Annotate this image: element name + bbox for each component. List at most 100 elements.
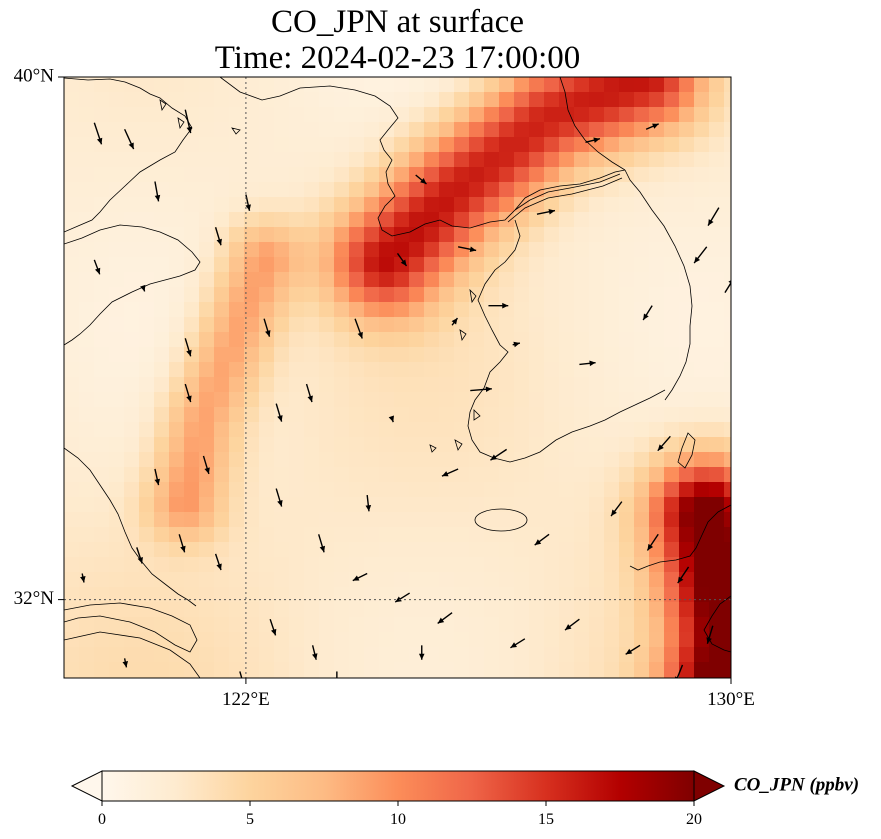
- field-cell: [124, 107, 140, 123]
- field-cell: [454, 182, 470, 198]
- field-cell: [709, 467, 725, 483]
- field-cell: [169, 467, 185, 483]
- field-cell: [64, 107, 80, 123]
- field-cell: [229, 407, 245, 423]
- field-cell: [199, 77, 215, 93]
- field-cell: [544, 587, 560, 603]
- wind-arrow: [677, 566, 690, 584]
- field-cell: [304, 557, 320, 573]
- field-cell: [664, 452, 680, 468]
- field-cell: [244, 632, 260, 648]
- field-cell: [349, 287, 365, 303]
- field-cell: [424, 422, 440, 438]
- field-cell: [484, 257, 500, 273]
- field-cell: [634, 167, 650, 183]
- field-cell: [184, 527, 200, 543]
- field-cell: [109, 647, 125, 663]
- field-cell: [634, 152, 650, 168]
- field-cell: [724, 152, 731, 168]
- field-cell: [484, 332, 500, 348]
- field-cell: [724, 602, 731, 618]
- field-cell: [289, 617, 305, 633]
- field-cell: [724, 317, 731, 333]
- field-cell: [499, 467, 515, 483]
- field-cell: [334, 77, 350, 93]
- field-cell: [229, 437, 245, 453]
- field-cell: [349, 107, 365, 123]
- field-cell: [244, 542, 260, 558]
- field-cell: [304, 122, 320, 138]
- field-cell: [319, 407, 335, 423]
- field-cell: [379, 557, 395, 573]
- wind-arrow: [693, 246, 708, 264]
- field-cell: [619, 647, 635, 663]
- field-cell: [139, 167, 155, 183]
- liaodong-coastline: [219, 77, 626, 237]
- wind-arrow: [394, 592, 410, 603]
- field-cell: [274, 347, 290, 363]
- field-cell: [694, 467, 710, 483]
- field-cell: [199, 527, 215, 543]
- field-cell: [289, 482, 305, 498]
- field-cell: [439, 407, 455, 423]
- field-cell: [619, 92, 635, 108]
- field-cell: [619, 452, 635, 468]
- field-cell: [79, 662, 95, 678]
- field-cell: [499, 242, 515, 258]
- field-cell: [409, 377, 425, 393]
- field-cell: [634, 242, 650, 258]
- wind-arrow: [154, 181, 161, 202]
- field-cell: [259, 632, 275, 648]
- field-cell: [364, 407, 380, 423]
- field-cell: [289, 437, 305, 453]
- field-cell: [664, 317, 680, 333]
- field-cell: [349, 662, 365, 678]
- field-cell: [199, 302, 215, 318]
- field-cell: [79, 272, 95, 288]
- tsushima-island: [677, 432, 696, 469]
- field-cell: [349, 257, 365, 273]
- field-cell: [544, 182, 560, 198]
- field-cell: [259, 122, 275, 138]
- field-cell: [649, 197, 665, 213]
- field-cell: [469, 242, 485, 258]
- field-cell: [94, 317, 110, 333]
- field-cell: [499, 647, 515, 663]
- field-cell: [454, 152, 470, 168]
- field-cell: [214, 332, 230, 348]
- field-cell: [259, 332, 275, 348]
- field-cell: [604, 542, 620, 558]
- field-cell: [319, 602, 335, 618]
- field-cell: [604, 572, 620, 588]
- field-cell: [679, 557, 695, 573]
- field-cell: [109, 137, 125, 153]
- field-cell: [109, 107, 125, 123]
- field-cell: [274, 272, 290, 288]
- field-cell: [724, 497, 731, 513]
- field-cell: [529, 527, 545, 543]
- field-cell: [664, 437, 680, 453]
- field-cell: [139, 92, 155, 108]
- field-cell: [619, 137, 635, 153]
- field-cell: [709, 482, 725, 498]
- field-cell: [394, 212, 410, 228]
- field-cell: [499, 602, 515, 618]
- field-cell: [319, 92, 335, 108]
- field-cell: [514, 137, 530, 153]
- field-cell: [154, 677, 170, 678]
- field-cell: [454, 377, 470, 393]
- field-cell: [244, 182, 260, 198]
- field-cell: [214, 77, 230, 93]
- field-cell: [244, 332, 260, 348]
- field-cell: [334, 257, 350, 273]
- field-cell: [109, 407, 125, 423]
- field-cell: [664, 257, 680, 273]
- field-cell: [139, 227, 155, 243]
- field-cell: [694, 287, 710, 303]
- field-cell: [334, 272, 350, 288]
- field-cell: [409, 287, 425, 303]
- field-cell: [469, 512, 485, 528]
- field-cell: [664, 662, 680, 678]
- field-cell: [709, 302, 725, 318]
- field-cell: [649, 527, 665, 543]
